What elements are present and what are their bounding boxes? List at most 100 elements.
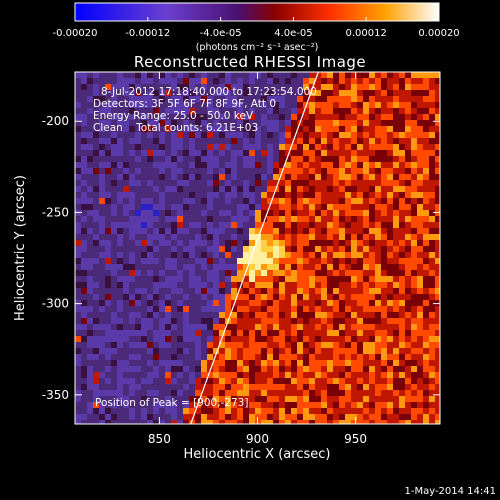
heatmap-cell [177, 408, 183, 414]
heatmap-cell [105, 120, 111, 126]
heatmap-cell [339, 96, 345, 102]
heatmap-cell [177, 114, 183, 120]
heatmap-cell [129, 186, 135, 192]
heatmap-cell [81, 408, 87, 414]
heatmap-cell [405, 396, 411, 402]
heatmap-cell [225, 84, 231, 90]
heatmap-cell [201, 84, 207, 90]
heatmap-cell [225, 144, 231, 150]
heatmap-cell [273, 420, 279, 424]
heatmap-cell [189, 312, 195, 318]
heatmap-cell [255, 120, 261, 126]
heatmap-cell [177, 216, 183, 222]
heatmap-cell [405, 390, 411, 396]
heatmap-cell [201, 252, 207, 258]
heatmap-cell [351, 408, 357, 414]
heatmap-cell [369, 408, 375, 414]
heatmap-cell [351, 78, 357, 84]
heatmap-cell [315, 366, 321, 372]
heatmap-cell [99, 114, 105, 120]
heatmap-cell [99, 84, 105, 90]
heatmap-cell [315, 120, 321, 126]
heatmap-cell [297, 90, 303, 96]
heatmap-cell [195, 132, 201, 138]
heatmap-cell [291, 318, 297, 324]
heatmap-cell [267, 336, 273, 342]
heatmap-cell [303, 270, 309, 276]
heatmap-cell [153, 282, 159, 288]
heatmap-cell [213, 204, 219, 210]
heatmap-cell [177, 96, 183, 102]
heatmap-cell [279, 420, 285, 424]
heatmap-cell [213, 222, 219, 228]
heatmap-cell [189, 96, 195, 102]
y-tick-label: -250 [42, 205, 69, 219]
heatmap-cell [165, 336, 171, 342]
heatmap-cell [435, 252, 440, 258]
heatmap-cell [273, 324, 279, 330]
heatmap-cell [255, 168, 261, 174]
heatmap-cell [159, 300, 165, 306]
heatmap-cell [387, 420, 393, 424]
heatmap-cell [201, 198, 207, 204]
heatmap-cell [111, 114, 117, 120]
heatmap-cell [423, 414, 429, 420]
heatmap-cell [435, 108, 440, 114]
heatmap-cell [171, 108, 177, 114]
heatmap-cell [201, 246, 207, 252]
detectors-text: Detectors: 3F 5F 6F 7F 8F 9F, Att 0 [93, 98, 277, 110]
heatmap-cell [423, 210, 429, 216]
heatmap-cell [399, 264, 405, 270]
y-tick-label: -200 [42, 114, 69, 128]
heatmap-cell [267, 264, 273, 270]
heatmap-cell [87, 204, 93, 210]
heatmap-cell [171, 342, 177, 348]
heatmap-cell [171, 204, 177, 210]
heatmap-cell [261, 306, 267, 312]
heatmap-cell [315, 390, 321, 396]
heatmap-cell [411, 216, 417, 222]
heatmap-cell [315, 204, 321, 210]
heatmap-cell [189, 414, 195, 420]
heatmap-cell [291, 288, 297, 294]
heatmap-cell [429, 132, 435, 138]
heatmap-cell [309, 420, 315, 424]
heatmap-cell [417, 240, 423, 246]
heatmap-cell [243, 234, 249, 240]
heatmap-cell [225, 198, 231, 204]
heatmap-cell [309, 264, 315, 270]
heatmap-cell [399, 312, 405, 318]
heatmap-cell [195, 348, 201, 354]
heatmap-cell [219, 120, 225, 126]
heatmap-cell [183, 294, 189, 300]
heatmap-cell [219, 390, 225, 396]
heatmap-cell [321, 306, 327, 312]
heatmap-cell [195, 96, 201, 102]
heatmap-cell [141, 132, 147, 138]
heatmap-cell [135, 90, 141, 96]
heatmap-cell [237, 252, 243, 258]
heatmap-cell [75, 264, 81, 270]
heatmap-cell [399, 234, 405, 240]
heatmap-cell [411, 336, 417, 342]
heatmap-cell [357, 336, 363, 342]
heatmap-cell [417, 282, 423, 288]
heatmap-cell [297, 132, 303, 138]
heatmap-cell [399, 396, 405, 402]
heatmap-cell [249, 384, 255, 390]
heatmap-cell [381, 282, 387, 288]
heatmap-cell [255, 84, 261, 90]
heatmap-cell [435, 294, 440, 300]
heatmap-cell [81, 186, 87, 192]
heatmap-cell [165, 168, 171, 174]
heatmap-cell [201, 90, 207, 96]
heatmap-cell [303, 342, 309, 348]
heatmap-cell [357, 162, 363, 168]
heatmap-cell [309, 378, 315, 384]
heatmap-cell [405, 150, 411, 156]
heatmap-cell [207, 138, 213, 144]
heatmap-cell [321, 420, 327, 424]
heatmap-cell [363, 108, 369, 114]
heatmap-cell [435, 312, 440, 318]
heatmap-cell [357, 276, 363, 282]
